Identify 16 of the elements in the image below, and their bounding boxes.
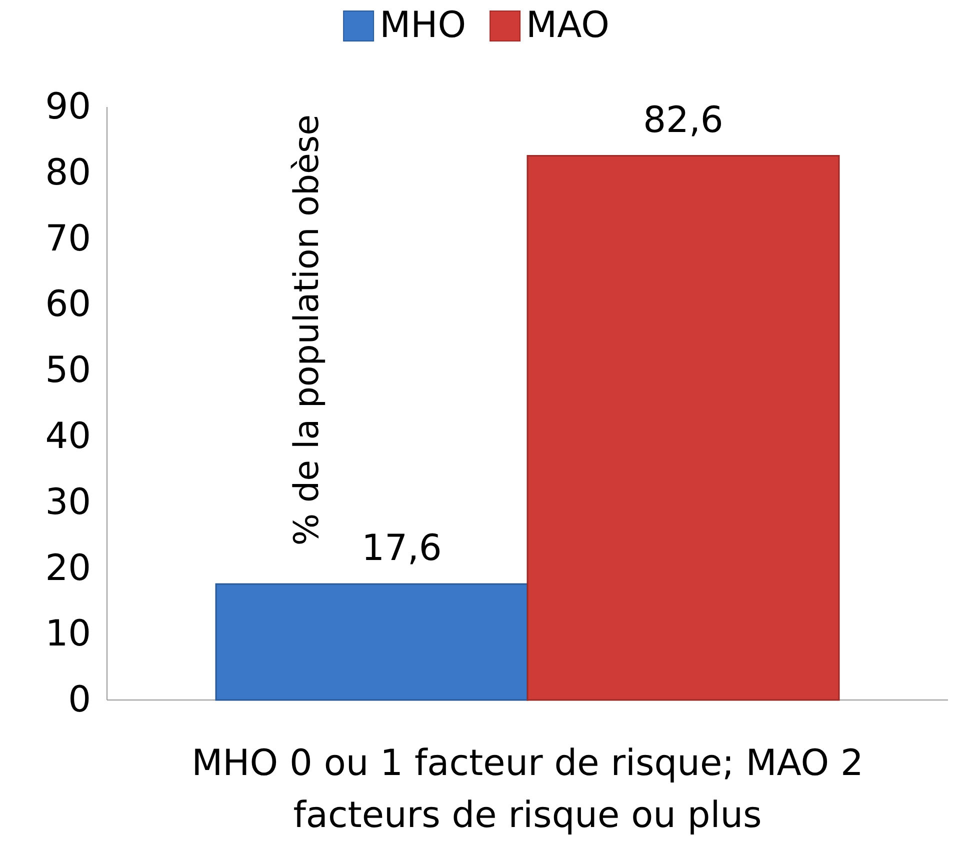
y-tick-label: 30 (45, 482, 91, 523)
x-tick-label: MHO 0 ou 1 facteur de risque; MAO 2 facteurs de risque ou plus (192, 743, 864, 836)
legend-label: MHO (380, 5, 466, 46)
data-label: 82,6 (643, 100, 724, 141)
y-tick-label: 0 (68, 680, 91, 721)
y-tick-label: 80 (45, 152, 91, 194)
data-label: 17,6 (362, 528, 442, 570)
y-tick-label: 20 (45, 548, 91, 589)
y-axis-title: % de la population obèse (287, 114, 327, 546)
y-tick-label: 50 (45, 350, 91, 392)
y-tick-label: 10 (45, 614, 91, 655)
y-tick-label: 70 (45, 218, 91, 260)
y-tick-label: 40 (45, 416, 91, 457)
y-tick-label: 60 (45, 284, 91, 326)
legend-label: MAO (526, 5, 610, 46)
y-tick-label: 90 (45, 86, 91, 128)
